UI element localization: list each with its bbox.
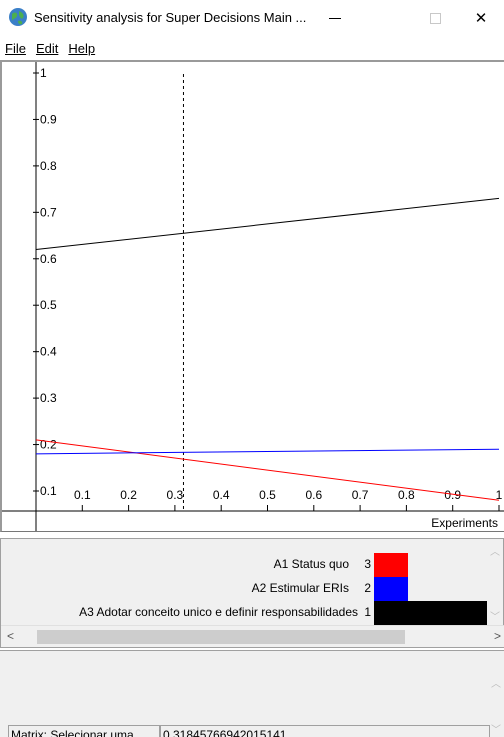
menu-edit[interactable]: Edit bbox=[35, 40, 59, 56]
menu-file[interactable]: File bbox=[5, 40, 26, 56]
chevron-down-icon[interactable]: ﹀ bbox=[490, 612, 500, 623]
x-tick-label: 0.2 bbox=[120, 488, 137, 502]
legend-swatch bbox=[374, 601, 489, 625]
chevron-down-icon[interactable]: ﹀ bbox=[491, 725, 501, 736]
matrix-value-field[interactable]: 0.31845766942015141 bbox=[160, 725, 490, 737]
matrix-label: Matrix: Selecionar uma bbox=[8, 725, 160, 737]
x-tick-label: 0.6 bbox=[305, 488, 322, 502]
legend-item: A2 Estimular ERIs 2 bbox=[1, 577, 489, 601]
minimize-icon bbox=[329, 17, 341, 19]
y-tick-label: 0.9 bbox=[40, 112, 57, 126]
y-tick-label: 0.8 bbox=[40, 159, 57, 173]
legend-horizontal-scrollbar[interactable]: < > bbox=[1, 625, 504, 647]
matrix-vertical-scrollbar[interactable]: ︿ ﹀ bbox=[488, 651, 504, 737]
legend-rank: 3 bbox=[364, 557, 371, 571]
x-axis-label: Experiments bbox=[431, 516, 498, 530]
matrix-panel: Matrix: Selecionar uma 0.318457669420151… bbox=[0, 650, 504, 737]
chevron-up-icon[interactable]: ︿ bbox=[490, 547, 500, 558]
scrollbar-thumb[interactable] bbox=[37, 630, 405, 644]
x-tick-label: 0.1 bbox=[74, 488, 91, 502]
chevron-left-icon[interactable]: < bbox=[7, 629, 15, 643]
y-tick-label: 0.7 bbox=[40, 205, 57, 219]
legend-swatch bbox=[374, 553, 408, 577]
minimize-button[interactable] bbox=[312, 0, 358, 36]
close-icon: ✕ bbox=[474, 10, 488, 27]
y-tick-label: 0.4 bbox=[40, 345, 57, 359]
x-tick-label: 1 bbox=[496, 488, 503, 502]
title-bar: Sensitivity analysis for Super Decisions… bbox=[0, 0, 504, 36]
y-tick-label: 0.6 bbox=[40, 252, 57, 266]
legend-vertical-scrollbar[interactable]: ︿ ﹀ bbox=[487, 539, 503, 625]
x-tick-label: 0.8 bbox=[398, 488, 415, 502]
menu-help[interactable]: Help bbox=[68, 40, 96, 56]
menu-bar: File Edit Help bbox=[0, 36, 504, 60]
maximize-icon bbox=[429, 12, 441, 24]
legend-rank: 1 bbox=[364, 605, 371, 619]
chevron-up-icon[interactable]: ︿ bbox=[491, 679, 501, 690]
maximize-button[interactable] bbox=[412, 0, 458, 36]
y-tick-label: 1 bbox=[40, 66, 47, 80]
x-tick-label: 0.4 bbox=[213, 488, 230, 502]
y-tick-label: 0.1 bbox=[40, 484, 57, 498]
series-line bbox=[35, 439, 500, 501]
legend-swatch bbox=[374, 577, 408, 601]
y-tick-label: 0.3 bbox=[40, 391, 57, 405]
legend-panel: A1 Status quo 3 A2 Estimular ERIs 2 A3 A… bbox=[0, 538, 504, 648]
window-title: Sensitivity analysis for Super Decisions… bbox=[34, 10, 307, 25]
x-tick-label: 0.5 bbox=[259, 488, 276, 502]
close-button[interactable]: ✕ bbox=[458, 0, 504, 36]
legend-rank: 2 bbox=[364, 581, 371, 595]
sensitivity-chart: 0.1 0.2 0.3 0.4 0.5 0.6 0.7 0.8 0.9 1 0.1 0.2 0.3 0.4… bbox=[2, 62, 504, 531]
legend-label: A3 Adotar conceito unico e definir respo… bbox=[79, 605, 358, 619]
x-tick-label: 0.7 bbox=[352, 488, 369, 502]
legend-label: A2 Estimular ERIs bbox=[251, 581, 349, 595]
legend-label: A1 Status quo bbox=[273, 557, 349, 571]
chart-area[interactable]: 0.1 0.2 0.3 0.4 0.5 0.6 0.7 0.8 0.9 1 0.1 0.2 0.3 0.4… bbox=[0, 60, 504, 532]
legend-item: A1 Status quo 3 bbox=[1, 553, 489, 577]
y-tick-label: 0.5 bbox=[40, 298, 57, 312]
chevron-right-icon[interactable]: > bbox=[493, 629, 501, 643]
series-line bbox=[35, 197, 500, 250]
x-tick-label: 0.9 bbox=[444, 488, 461, 502]
series-line bbox=[35, 448, 500, 455]
y-tick-label: 0.2 bbox=[40, 438, 57, 452]
x-tick-label: 0.3 bbox=[167, 488, 184, 502]
globe-icon bbox=[9, 8, 27, 26]
legend-item: A3 Adotar conceito unico e definir respo… bbox=[1, 601, 489, 625]
